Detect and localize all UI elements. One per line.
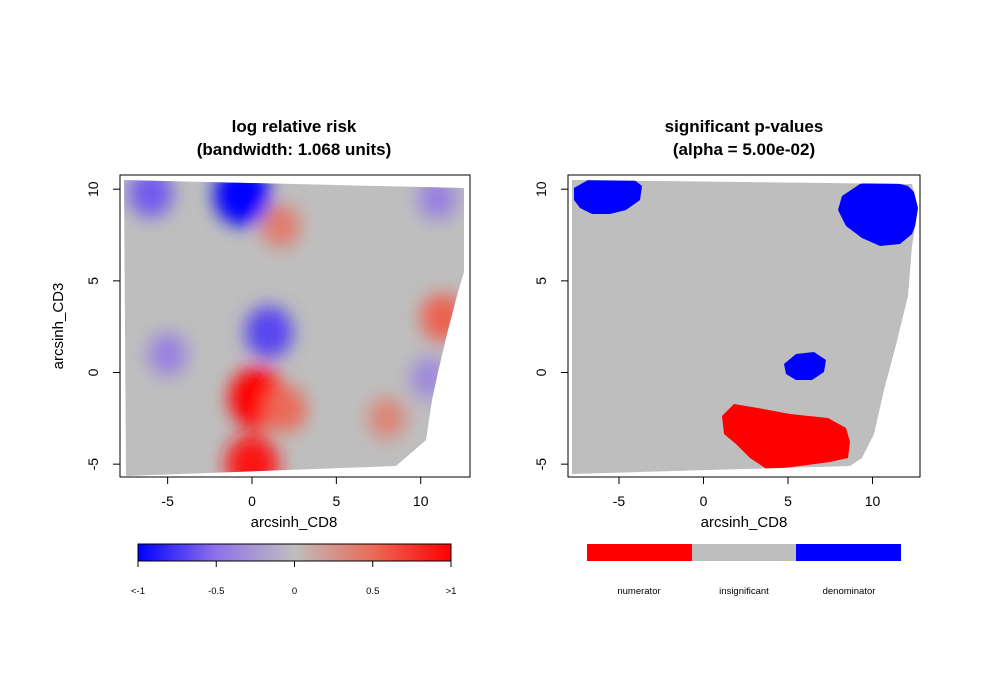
x-axis: -5 0 5 10 (161, 476, 429, 509)
panel-log-relative-risk: log relative risk (bandwidth: 1.068 unit… (50, 117, 471, 597)
y-tick-label: -5 (85, 458, 101, 471)
denominator-region-center (784, 352, 826, 380)
y-tick-label: -5 (533, 458, 549, 471)
legend-label-insignificant: insignificant (719, 586, 769, 597)
legend-continuous: <-1 -0.5 0 0.5 >1 (131, 543, 456, 597)
significant-regions (574, 180, 918, 470)
legend-tick-label: -0.5 (208, 586, 224, 597)
x-tick-label: -5 (613, 493, 626, 509)
denominator-region-top-left (574, 180, 642, 214)
chart-subtitle: (bandwidth: 1.068 units) (197, 140, 392, 159)
high-risk-hotspot (261, 204, 301, 248)
legend-label-denominator: denominator (823, 586, 876, 597)
low-risk-hotspot (148, 332, 188, 376)
legend-categorical: numerator insignificant denominator (587, 544, 901, 597)
y-axis-label: arcsinh_CD3 (50, 283, 67, 370)
high-risk-hotspot (368, 397, 406, 440)
numerator-region (722, 404, 850, 470)
x-tick-label: -5 (161, 493, 174, 509)
x-tick-label: 5 (332, 493, 340, 509)
y-tick-label: 5 (533, 277, 549, 285)
x-axis-label: arcsinh_CD8 (251, 514, 338, 531)
legend-tick-label: <-1 (131, 586, 145, 597)
high-risk-hotspot (225, 434, 279, 476)
low-risk-hotspot (245, 305, 293, 359)
legend-ticks: <-1 -0.5 0 0.5 >1 (131, 561, 456, 597)
denominator-region-top-right (838, 180, 918, 246)
heatmap-area (124, 180, 464, 476)
legend-swatch-insignificant (692, 544, 796, 561)
x-axis-label: arcsinh_CD8 (701, 514, 788, 531)
legend-tick-label: 0.5 (366, 586, 379, 597)
x-tick-label: 10 (865, 493, 881, 509)
low-risk-hotspot (128, 180, 174, 218)
y-tick-label: 0 (533, 368, 549, 376)
high-risk-hotspot (264, 386, 307, 433)
x-axis: -5 0 5 10 (613, 476, 881, 509)
significance-area (572, 180, 918, 474)
chart-title: significant p-values (665, 117, 824, 136)
chart-title: log relative risk (232, 117, 357, 136)
legend-swatch-numerator (587, 544, 692, 561)
x-tick-label: 5 (784, 493, 792, 509)
low-risk-hotspot (417, 180, 458, 220)
y-tick-label: 10 (85, 181, 101, 197)
legend-colorbar (137, 543, 452, 562)
panel-significant-p-values: significant p-values (alpha = 5.00e-02) … (533, 117, 921, 597)
high-risk-hotspot (420, 293, 464, 342)
x-tick-label: 0 (248, 493, 256, 509)
legend-label-numerator: numerator (617, 586, 660, 597)
chart-subtitle: (alpha = 5.00e-02) (673, 140, 815, 159)
legend-swatch-denominator (796, 544, 901, 561)
low-risk-hotspot (410, 357, 449, 399)
legend-tick-label: 0 (292, 586, 297, 597)
x-tick-label: 0 (700, 493, 708, 509)
x-tick-label: 10 (413, 493, 429, 509)
y-axis: -5 0 5 10 (85, 181, 121, 471)
y-tick-label: 5 (85, 277, 101, 285)
legend-tick-label: >1 (446, 586, 457, 597)
y-axis: -5 0 5 10 (533, 181, 569, 471)
y-tick-label: 10 (533, 181, 549, 197)
low-risk-hotspot (213, 180, 270, 226)
y-tick-label: 0 (85, 368, 101, 376)
